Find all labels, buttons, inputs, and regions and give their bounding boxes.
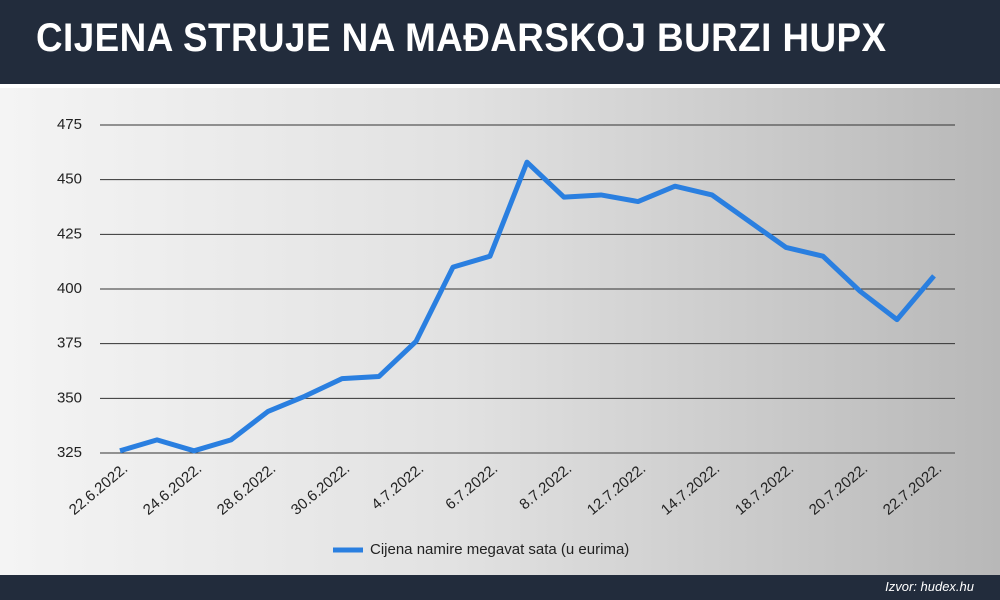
- title: CIJENA STRUJE NA MAĐARSKOJ BURZI HUPX: [36, 16, 887, 60]
- x-tick-label: 6.7.2022.: [442, 460, 501, 513]
- y-tick-label: 425: [57, 225, 82, 242]
- x-tick-label: 18.7.2022.: [732, 460, 797, 519]
- source: Izvor: hudex.hu: [885, 579, 974, 594]
- footer: Izvor: hudex.hu: [0, 575, 1000, 600]
- x-tick-label: 20.7.2022.: [806, 460, 871, 519]
- x-tick-label: 30.6.2022.: [288, 460, 353, 519]
- x-tick-label: 22.7.2022.: [880, 460, 945, 519]
- y-tick-label: 450: [57, 171, 82, 188]
- x-tick-label: 14.7.2022.: [658, 460, 723, 519]
- x-tick-label: 4.7.2022.: [368, 460, 427, 513]
- x-tick-label: 24.6.2022.: [140, 460, 205, 519]
- x-tick-label: 8.7.2022.: [516, 460, 575, 513]
- x-tick-label: 28.6.2022.: [214, 460, 279, 519]
- y-tick-label: 400: [57, 280, 82, 297]
- x-tick-label: 12.7.2022.: [584, 460, 649, 519]
- y-tick-label: 350: [57, 389, 82, 406]
- header: CIJENA STRUJE NA MAĐARSKOJ BURZI HUPX: [0, 0, 1000, 88]
- legend-label: Cijena namire megavat sata (u eurima): [370, 541, 629, 558]
- y-tick-label: 325: [57, 444, 82, 461]
- y-tick-label: 375: [57, 335, 82, 352]
- line: [119, 159, 936, 454]
- x-tick-label: 22.6.2022.: [66, 460, 131, 519]
- y-tick-label: 475: [57, 116, 82, 133]
